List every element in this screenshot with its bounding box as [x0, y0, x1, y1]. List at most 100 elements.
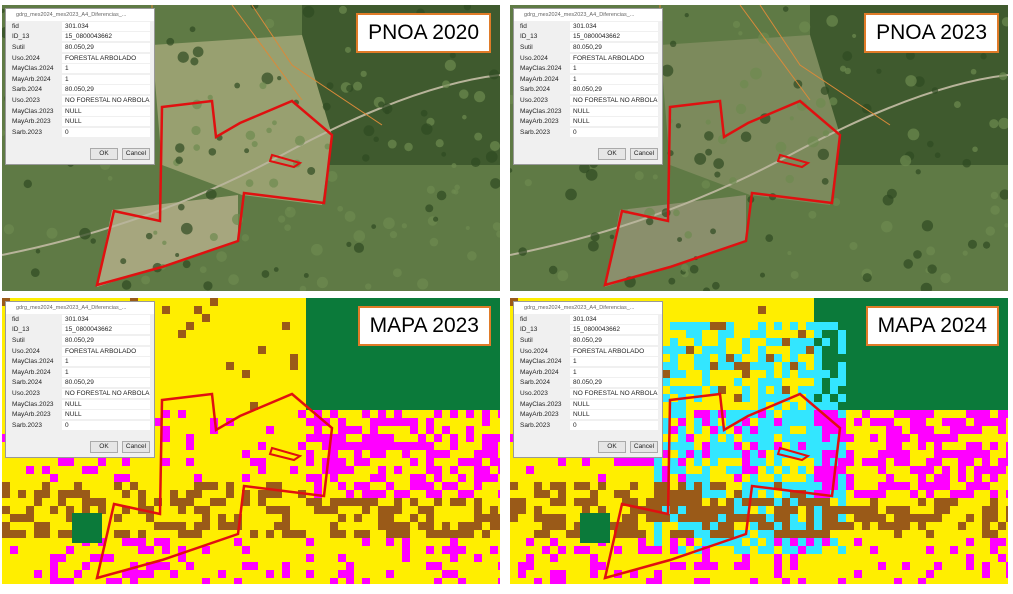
class-pixel — [958, 298, 966, 306]
class-pixel — [330, 402, 338, 410]
class-pixel — [498, 314, 500, 322]
class-pixel — [474, 522, 482, 530]
class-pixel — [410, 426, 418, 434]
class-pixel — [790, 418, 798, 426]
class-pixel — [694, 562, 702, 570]
class-pixel — [814, 362, 822, 370]
class-pixel — [806, 394, 814, 402]
class-pixel — [306, 330, 314, 338]
class-pixel — [394, 522, 402, 530]
tree — [962, 158, 972, 168]
class-pixel — [394, 410, 402, 418]
class-pixel — [718, 362, 726, 370]
class-pixel — [678, 346, 686, 354]
class-pixel — [346, 562, 354, 570]
class-pixel — [330, 578, 338, 584]
class-pixel — [458, 402, 466, 410]
class-pixel — [998, 306, 1006, 314]
tree — [166, 37, 175, 46]
class-pixel — [726, 442, 734, 450]
class-pixel — [814, 418, 822, 426]
class-pixel — [862, 522, 870, 530]
class-pixel — [654, 474, 662, 482]
class-pixel — [378, 450, 386, 458]
tree — [915, 169, 921, 175]
class-pixel — [678, 546, 686, 554]
class-pixel — [490, 346, 498, 354]
class-pixel — [958, 450, 966, 458]
tree — [145, 232, 153, 240]
class-pixel — [782, 410, 790, 418]
class-pixel — [474, 506, 482, 514]
class-pixel — [782, 466, 790, 474]
attribute-row: ID_13 15_0800043662 — [6, 325, 154, 336]
tree — [701, 180, 711, 189]
class-pixel — [766, 410, 774, 418]
forest-patch — [580, 513, 610, 543]
class-pixel — [418, 370, 426, 378]
class-pixel — [442, 378, 450, 386]
class-pixel — [66, 506, 74, 514]
class-pixel — [306, 314, 314, 322]
tree — [23, 179, 33, 189]
class-pixel — [926, 298, 934, 306]
class-pixel — [918, 498, 926, 506]
class-pixel — [966, 402, 974, 410]
buttons: OK Cancel — [90, 148, 150, 160]
class-pixel — [990, 498, 998, 506]
class-pixel — [686, 530, 694, 538]
class-pixel — [838, 330, 846, 338]
class-pixel — [974, 370, 982, 378]
class-pixel — [1006, 410, 1008, 418]
class-pixel — [362, 482, 370, 490]
class-pixel — [734, 410, 742, 418]
class-pixel — [662, 362, 670, 370]
class-pixel — [490, 370, 498, 378]
class-pixel — [418, 482, 426, 490]
cancel-button[interactable]: Cancel — [122, 441, 150, 453]
class-pixel — [918, 474, 926, 482]
class-pixel — [442, 530, 450, 538]
ok-button[interactable]: OK — [598, 441, 626, 453]
class-pixel — [926, 410, 934, 418]
class-pixel — [718, 354, 726, 362]
ok-button[interactable]: OK — [90, 441, 118, 453]
class-pixel — [178, 498, 186, 506]
class-pixel — [426, 346, 434, 354]
tree — [326, 82, 334, 90]
ok-button[interactable]: OK — [90, 148, 118, 160]
class-pixel — [782, 386, 790, 394]
tree — [489, 140, 500, 152]
class-pixel — [710, 514, 718, 522]
ok-button[interactable]: OK — [598, 148, 626, 160]
field-value: NULL — [62, 117, 150, 127]
class-pixel — [354, 354, 362, 362]
class-pixel — [846, 306, 854, 314]
cancel-button[interactable]: Cancel — [630, 441, 658, 453]
class-pixel — [338, 354, 346, 362]
cancel-button[interactable]: Cancel — [122, 148, 150, 160]
class-pixel — [870, 298, 878, 306]
class-pixel — [354, 530, 362, 538]
class-pixel — [1006, 562, 1008, 570]
class-pixel — [518, 570, 526, 578]
attribute-row: Sarb.2023 0 — [6, 420, 154, 431]
class-pixel — [966, 482, 974, 490]
class-pixel — [482, 450, 490, 458]
tree — [669, 40, 677, 48]
class-pixel — [846, 346, 854, 354]
class-pixel — [654, 466, 662, 474]
class-pixel — [482, 298, 490, 306]
class-pixel — [782, 514, 790, 522]
class-pixel — [838, 362, 846, 370]
class-pixel — [886, 522, 894, 530]
class-pixel — [458, 362, 466, 370]
field-name: ID_13 — [520, 33, 538, 41]
tree — [590, 232, 600, 242]
cancel-button[interactable]: Cancel — [630, 148, 658, 160]
class-pixel — [582, 458, 590, 466]
tree — [953, 101, 961, 108]
class-pixel — [426, 362, 434, 370]
class-pixel — [186, 498, 194, 506]
class-pixel — [186, 442, 194, 450]
